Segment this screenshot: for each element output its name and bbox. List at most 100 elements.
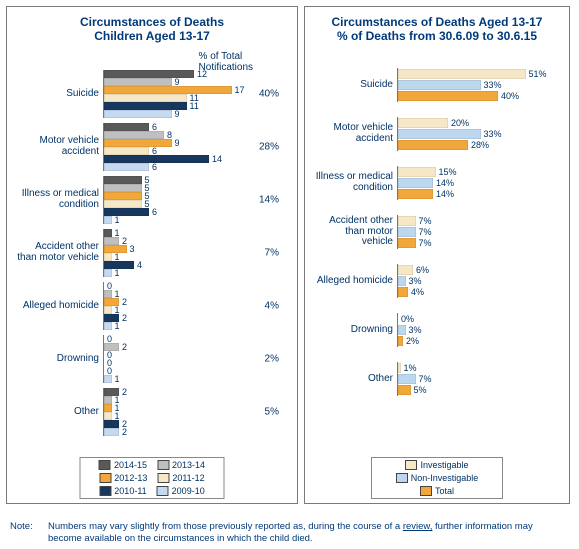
legend-label: 2013-14 [172, 460, 205, 470]
category-group: Illness or medical condition55556114% [17, 176, 287, 224]
bar [398, 80, 481, 90]
bar [398, 118, 448, 128]
bar [104, 200, 142, 208]
bar-value-label: 1 [112, 374, 120, 384]
bar-value-label: 9 [172, 109, 180, 119]
legend-item: 2010-11 [99, 486, 146, 496]
bar [104, 404, 112, 412]
category-label: Motor vehicle accident [315, 117, 397, 151]
page-root: Circumstances of Deaths Children Aged 13… [0, 0, 579, 549]
bar [398, 238, 416, 248]
category-label: Alleged homicide [315, 264, 397, 298]
bar-value-label: 1 [112, 268, 120, 278]
bar [104, 269, 112, 277]
bar [104, 420, 119, 428]
bar [104, 375, 112, 383]
bar-value-label: 1 [112, 215, 120, 225]
bar-row: 1 [104, 375, 287, 383]
bar-row: 20% [398, 118, 559, 128]
bar-row: 5 [104, 176, 287, 184]
bar-row: 0 [104, 335, 287, 343]
bar-row: 2% [398, 336, 559, 346]
category-label: Illness or medical condition [315, 166, 397, 200]
bar-value-label: 2% [403, 336, 419, 346]
bars-column: 7%7%7% [397, 215, 559, 249]
bar [104, 123, 149, 131]
legend-swatch [99, 486, 111, 496]
legend-item: 2014-15 [99, 460, 147, 470]
bar [104, 237, 119, 245]
bar-value-label: 14% [433, 178, 454, 188]
legend-swatch [99, 460, 111, 470]
legend-label: Total [435, 486, 454, 496]
bar-row: 9 [104, 110, 287, 118]
legend-swatch [157, 473, 169, 483]
bar-value-label: 2 [119, 297, 127, 307]
bar [104, 192, 142, 200]
bar [398, 69, 526, 79]
bar-value-label: 1% [401, 363, 417, 373]
bar [104, 216, 112, 224]
bars-column: 15%14%14% [397, 166, 559, 200]
bar-row: 6 [104, 123, 287, 131]
bar [104, 86, 232, 94]
bar [398, 178, 433, 188]
bar-value-label: 3 [127, 244, 135, 254]
legend-swatch [405, 460, 417, 470]
bars-column: 0%3%2% [397, 313, 559, 347]
bar-row: 40% [398, 91, 559, 101]
bar [104, 396, 112, 404]
left-legend: 2014-15 2013-14 2012-13 2011-12 2010-11 2009-… [80, 457, 225, 499]
bar-value-label: 1 [112, 321, 120, 331]
bar-row: 8 [104, 131, 287, 139]
footer-note: Note: Numbers may vary slightly from tho… [10, 521, 569, 545]
category-label: Alleged homicide [17, 282, 103, 330]
bar [398, 140, 468, 150]
bar-row: 11 [104, 102, 287, 110]
bars-column: 1%7%5% [397, 362, 559, 396]
category-label: Motor vehicle accident [17, 123, 103, 171]
bar [398, 189, 433, 199]
bar [104, 110, 172, 118]
bar [398, 227, 416, 237]
bars-column: 012121 [103, 282, 287, 330]
bar [398, 91, 498, 101]
bar-value-label: 2 [119, 342, 127, 352]
bar-row: 1 [104, 306, 287, 314]
bar [104, 147, 149, 155]
bar-value-label: 2 [119, 427, 127, 437]
bar-row: 3 [104, 245, 287, 253]
legend-label: 2012-13 [114, 473, 147, 483]
left-panel: Circumstances of Deaths Children Aged 13… [6, 6, 298, 504]
bar-row: 0 [104, 359, 287, 367]
bar [104, 70, 194, 78]
category-group: Illness or medical condition15%14%14% [315, 166, 559, 200]
bar-row: 9 [104, 78, 287, 86]
bar-value-label: 2 [119, 387, 127, 397]
bar-value-label: 40% [498, 91, 519, 101]
category-label: Suicide [17, 70, 103, 118]
bar-row: 1 [104, 322, 287, 330]
legend-item: 2009-10 [157, 486, 205, 496]
category-group: Drowning0%3%2% [315, 313, 559, 347]
right-title-line1: Circumstances of Deaths Aged 13-17 [332, 15, 543, 29]
bar [398, 129, 481, 139]
category-group: Suicide51%33%40% [315, 68, 559, 102]
category-group: Suicide129171111940% [17, 70, 287, 118]
bar-row: 14% [398, 189, 559, 199]
bar-row: 6 [104, 208, 287, 216]
bar-value-label: 2 [119, 313, 127, 323]
bar [104, 176, 142, 184]
bar [104, 306, 112, 314]
legend-label: 2011-12 [172, 473, 204, 483]
bar-row: 5% [398, 385, 559, 395]
bar-row: 7% [398, 216, 559, 226]
bar-value-label: 4% [408, 287, 424, 297]
right-title: Circumstances of Deaths Aged 13-17 % of … [305, 7, 569, 48]
group-pct-label: 40% [259, 88, 279, 99]
bar-value-label: 11 [187, 101, 199, 111]
bar-value-label: 7% [416, 216, 432, 226]
bar-value-label: 28% [468, 140, 489, 150]
legend-label: Investigable [420, 460, 468, 470]
category-group: Drowning0200012% [17, 335, 287, 383]
